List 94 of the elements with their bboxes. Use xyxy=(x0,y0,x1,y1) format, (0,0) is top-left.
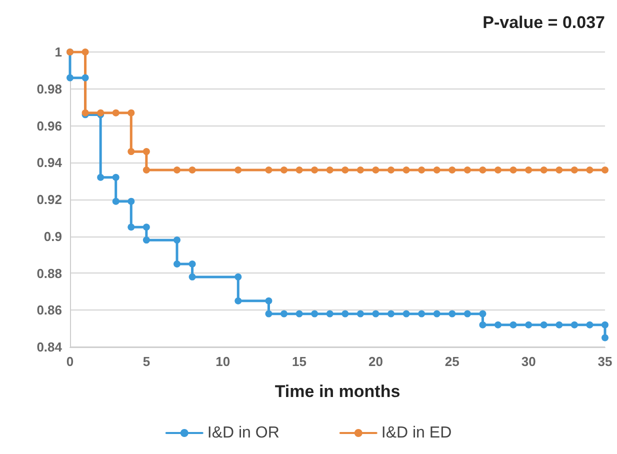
point xyxy=(586,166,594,174)
point xyxy=(188,260,196,268)
point xyxy=(602,321,608,328)
y-tick-label: 0.96 xyxy=(36,118,62,134)
point xyxy=(234,273,242,280)
point xyxy=(464,310,471,318)
point xyxy=(265,310,272,318)
point xyxy=(188,166,196,174)
x-tick-label: 5 xyxy=(142,354,150,369)
point xyxy=(82,74,89,82)
point xyxy=(296,166,303,174)
point xyxy=(265,166,272,174)
y-tick-label: 1 xyxy=(54,44,62,60)
point xyxy=(570,166,578,174)
text: P-value = 0.037 xyxy=(482,13,606,32)
point xyxy=(448,310,456,318)
point xyxy=(280,310,288,318)
point xyxy=(602,166,608,174)
point xyxy=(296,310,303,318)
point xyxy=(112,109,120,116)
point xyxy=(265,297,272,304)
point xyxy=(142,224,150,231)
point xyxy=(142,236,150,244)
point xyxy=(128,109,135,116)
point xyxy=(112,198,120,205)
point xyxy=(112,174,120,181)
point xyxy=(570,321,578,328)
point xyxy=(556,166,563,174)
point xyxy=(311,310,318,318)
x-tick-label: 20 xyxy=(368,354,383,369)
point xyxy=(356,166,364,174)
point xyxy=(342,166,349,174)
point xyxy=(128,224,135,231)
point xyxy=(402,310,410,318)
point xyxy=(66,74,74,82)
point xyxy=(388,310,394,318)
point xyxy=(448,166,456,174)
point xyxy=(418,166,426,174)
legend-label: I&D in OR xyxy=(207,424,280,442)
point xyxy=(479,310,486,318)
point xyxy=(356,310,364,318)
point xyxy=(174,166,180,174)
x-tick-label: 35 xyxy=(598,354,612,369)
x-tick-label: 15 xyxy=(292,354,307,369)
point xyxy=(479,166,486,174)
point xyxy=(326,310,334,318)
point xyxy=(142,148,150,156)
point xyxy=(494,166,502,174)
point xyxy=(342,310,349,318)
point xyxy=(586,321,594,328)
y-tick-label: 0.94 xyxy=(36,155,63,170)
legend-label: I&D in ED xyxy=(381,424,452,442)
point xyxy=(479,321,486,328)
point xyxy=(494,321,502,328)
x-tick-label: 30 xyxy=(521,354,536,369)
point xyxy=(372,310,380,318)
point xyxy=(525,321,532,328)
point xyxy=(602,334,608,342)
x-tick-label: 10 xyxy=(216,354,230,369)
x-tick-label: 25 xyxy=(444,354,460,369)
point xyxy=(234,166,242,174)
point xyxy=(510,166,517,174)
point xyxy=(388,166,394,174)
point xyxy=(540,166,548,174)
point xyxy=(174,236,180,244)
point xyxy=(174,260,180,268)
x-tick-label: 0 xyxy=(66,354,74,369)
point xyxy=(82,48,89,56)
point xyxy=(326,166,334,174)
point xyxy=(280,166,288,174)
point xyxy=(311,166,318,174)
y-tick-label: 0.84 xyxy=(36,340,63,354)
y-tick-label: 0.92 xyxy=(36,192,62,207)
point xyxy=(128,148,135,156)
x-axis-title: Time in months xyxy=(274,382,400,401)
point xyxy=(128,198,135,205)
point xyxy=(525,166,532,174)
point xyxy=(433,166,440,174)
point xyxy=(142,166,150,174)
point xyxy=(556,321,563,328)
point xyxy=(433,310,440,318)
point xyxy=(402,166,410,174)
point xyxy=(540,321,548,328)
y-tick-label: 0.86 xyxy=(36,302,62,318)
y-tick-label: 0.9 xyxy=(44,228,62,244)
point xyxy=(97,174,104,181)
point xyxy=(464,166,471,174)
point xyxy=(510,321,517,328)
point xyxy=(188,273,196,280)
y-tick-label: 0.88 xyxy=(36,266,62,281)
point xyxy=(234,297,242,304)
point xyxy=(372,166,380,174)
y-tick-label: 0.98 xyxy=(36,81,62,96)
point xyxy=(418,310,426,318)
